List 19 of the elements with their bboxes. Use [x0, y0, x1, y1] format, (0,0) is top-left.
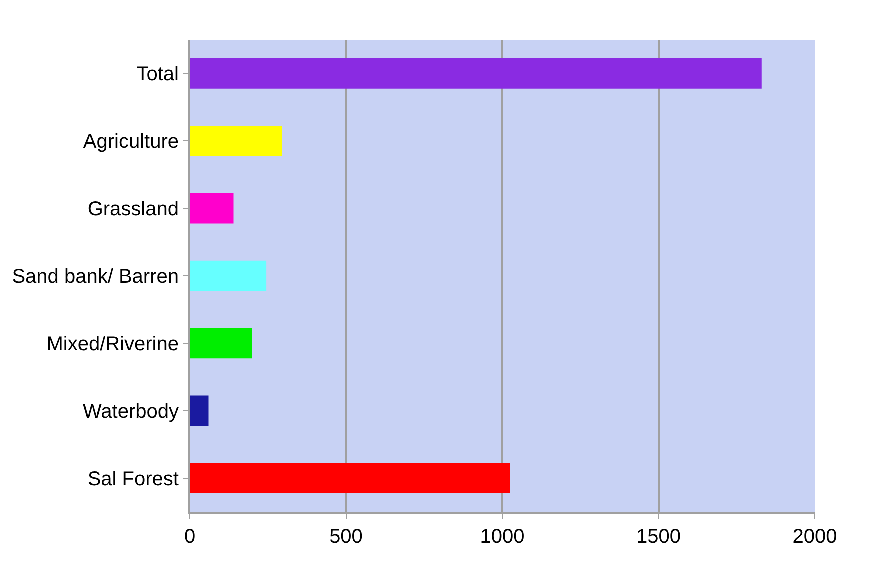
y-tick-label: Total — [136, 64, 179, 86]
bar — [190, 58, 762, 89]
y-tick-label: Sal Forest — [88, 468, 180, 490]
bar — [190, 193, 234, 224]
x-tick-label: 0 — [184, 526, 196, 548]
x-tick-label: 1500 — [636, 526, 681, 548]
y-tick-label: Mixed/Riverine — [46, 333, 179, 356]
bar — [190, 126, 282, 156]
x-tick-label: 1000 — [480, 526, 525, 548]
x-tick-label: 500 — [330, 526, 363, 548]
bar — [190, 328, 252, 359]
x-tick-label: 2000 — [792, 526, 838, 548]
y-tick-label: Grassland — [88, 198, 179, 221]
bar — [190, 396, 209, 426]
y-tick-label: Sand bank/ Barren — [12, 266, 179, 288]
y-tick-label: Waterbody — [83, 400, 179, 423]
bar — [190, 463, 510, 494]
bar — [190, 260, 267, 292]
y-tick-label: Agriculture — [83, 131, 179, 154]
